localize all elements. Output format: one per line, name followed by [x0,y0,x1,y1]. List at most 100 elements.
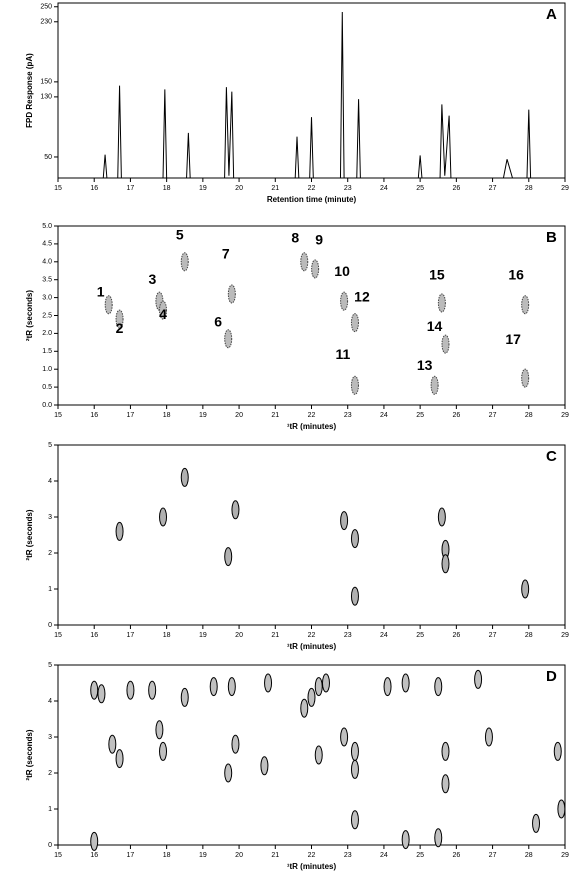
peak-spot [264,673,273,693]
x-tick-label: 21 [271,852,279,859]
x-tick-label: 20 [235,412,243,419]
x-tick-label: 29 [561,412,569,419]
y-tick-label: 5.0 [42,223,52,230]
peak-spot [437,293,446,313]
peak-label: 16 [508,266,524,282]
plot-frame [57,444,566,626]
peak-spot [350,586,359,606]
peak-label: 13 [417,357,433,373]
y-tick-label: 4.0 [42,259,52,266]
y-tick-label: 0 [48,842,52,849]
peak-spot [314,745,323,765]
x-tick-label: 19 [199,185,207,192]
x-tick-label: 15 [54,632,62,639]
y-tick-label: 3.0 [42,294,52,301]
y-tick-label: 1 [48,586,52,593]
x-tick-label: 19 [199,852,207,859]
x-tick-label: 20 [235,852,243,859]
x-tick-label: 20 [235,185,243,192]
x-axis-label: Retention time (minute) [267,195,357,204]
peak-spot [90,680,99,700]
x-tick-label: 15 [54,852,62,859]
peak-spot [401,673,410,693]
peak-label: 9 [315,232,323,248]
peak-spot [430,375,439,395]
x-tick-label: 17 [127,185,135,192]
y-tick-label: 3.5 [42,277,52,284]
peak-label: 4 [159,306,167,322]
y-tick-label: 2.5 [42,312,52,319]
y-tick-label: 4 [48,478,52,485]
peak-spot [553,741,562,761]
peak-spot [126,680,135,700]
peak-spot [300,252,309,272]
peak-spot [311,259,320,279]
x-tick-label: 23 [344,632,352,639]
chromatogram-line [58,12,565,179]
peak-spot [401,830,410,850]
y-axis-label: ²tR (seconds) [25,729,34,780]
peak-spot [115,521,124,541]
x-tick-label: 24 [380,852,388,859]
x-tick-label: 24 [380,412,388,419]
x-tick-label: 23 [344,412,352,419]
x-tick-label: 15 [54,412,62,419]
x-tick-label: 27 [489,412,497,419]
peak-spot [90,831,99,851]
x-tick-label: 21 [271,632,279,639]
x-tick-label: 28 [525,185,533,192]
x-axis-label: ¹tR (minutes) [287,862,337,871]
peak-spot [350,529,359,549]
x-tick-label: 19 [199,412,207,419]
x-tick-label: 22 [308,185,316,192]
peak-spot [180,467,189,487]
y-tick-label: 130 [40,94,52,101]
peak-spot [224,547,233,567]
x-tick-label: 22 [308,632,316,639]
x-tick-label: 16 [90,632,98,639]
peak-spot [231,734,240,754]
x-tick-label: 27 [489,852,497,859]
peak-spot [148,680,157,700]
y-tick-label: 0.0 [42,402,52,409]
x-tick-label: 27 [489,632,497,639]
x-tick-label: 26 [452,852,460,859]
x-tick-label: 25 [416,412,424,419]
peak-label: 3 [149,271,157,287]
peak-spot [115,749,124,769]
peak-spot [434,677,443,697]
x-tick-label: 26 [452,632,460,639]
y-tick-label: 4.5 [42,241,52,248]
peak-spot [159,741,168,761]
panel-label: A [546,6,557,23]
peak-spot [227,284,236,304]
y-tick-label: 50 [44,154,52,161]
y-tick-label: 0 [48,622,52,629]
peak-label: 12 [354,288,370,304]
peak-spot [350,741,359,761]
y-tick-label: 5 [48,442,52,449]
x-tick-label: 17 [127,852,135,859]
peak-label: 11 [336,346,351,362]
x-tick-label: 29 [561,632,569,639]
x-axis-label: ¹tR (minutes) [287,422,337,431]
y-tick-label: 3 [48,734,52,741]
peak-spot [521,368,530,388]
peak-spot [180,687,189,707]
y-axis-label: ²tR (seconds) [25,290,34,341]
peak-spot [97,684,106,704]
peak-spot [437,507,446,527]
x-tick-label: 27 [489,185,497,192]
peak-spot [441,741,450,761]
peak-spot [231,500,240,520]
x-tick-label: 23 [344,185,352,192]
peak-spot [227,677,236,697]
peak-label: 8 [291,230,299,246]
x-tick-label: 28 [525,632,533,639]
peak-spot [441,334,450,354]
plot-frame [57,225,566,406]
x-tick-label: 22 [308,852,316,859]
x-tick-label: 18 [163,185,171,192]
peak-label: 6 [214,313,222,329]
x-tick-label: 21 [271,412,279,419]
